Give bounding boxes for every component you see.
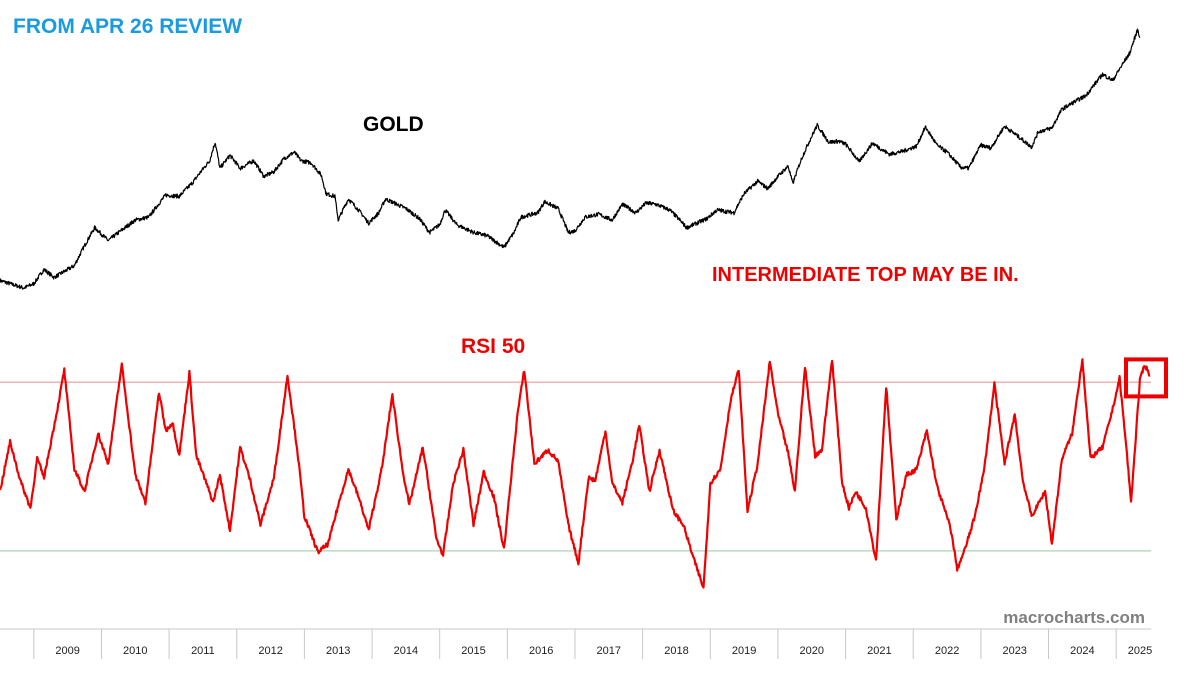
rsi-line [0,358,1151,589]
x-axis: 2009 2010 2011 2012 2013 2014 2015 2016 2017 2018… [33,629,1152,659]
x-tick-label-2024: 2024 [1070,645,1094,657]
gold-price-line [0,28,1141,290]
x-tick-label-2023: 2023 [1002,645,1026,657]
x-tick-label-2021: 2021 [867,645,891,657]
x-tick-label-2018: 2018 [664,645,688,657]
x-tick-label-2014: 2014 [394,645,418,657]
rsi-label: RSI 50 [461,335,525,358]
x-tick-label-2012: 2012 [258,645,282,657]
x-tick-label-2020: 2020 [800,645,824,657]
x-tick-label-2010: 2010 [123,645,147,657]
x-tick-label-2009: 2009 [55,645,79,657]
x-tick-label-2011: 2011 [191,645,215,657]
x-tick-label-2025: 2025 [1128,645,1152,657]
x-tick-label-2017: 2017 [597,645,621,657]
watermark: macrocharts.com [1003,608,1145,627]
x-tick-label-2016: 2016 [529,645,553,657]
x-tick-label-2022: 2022 [935,645,959,657]
gold-label: GOLD [363,113,424,136]
x-tick-label-2015: 2015 [461,645,485,657]
review-label: FROM APR 26 REVIEW [13,15,242,38]
x-tick-label-2019: 2019 [732,645,756,657]
warning-annotation: INTERMEDIATE TOP MAY BE IN. [712,264,1019,286]
x-tick-label-2013: 2013 [326,645,350,657]
rsi-latest-highlight-box [1124,357,1168,399]
